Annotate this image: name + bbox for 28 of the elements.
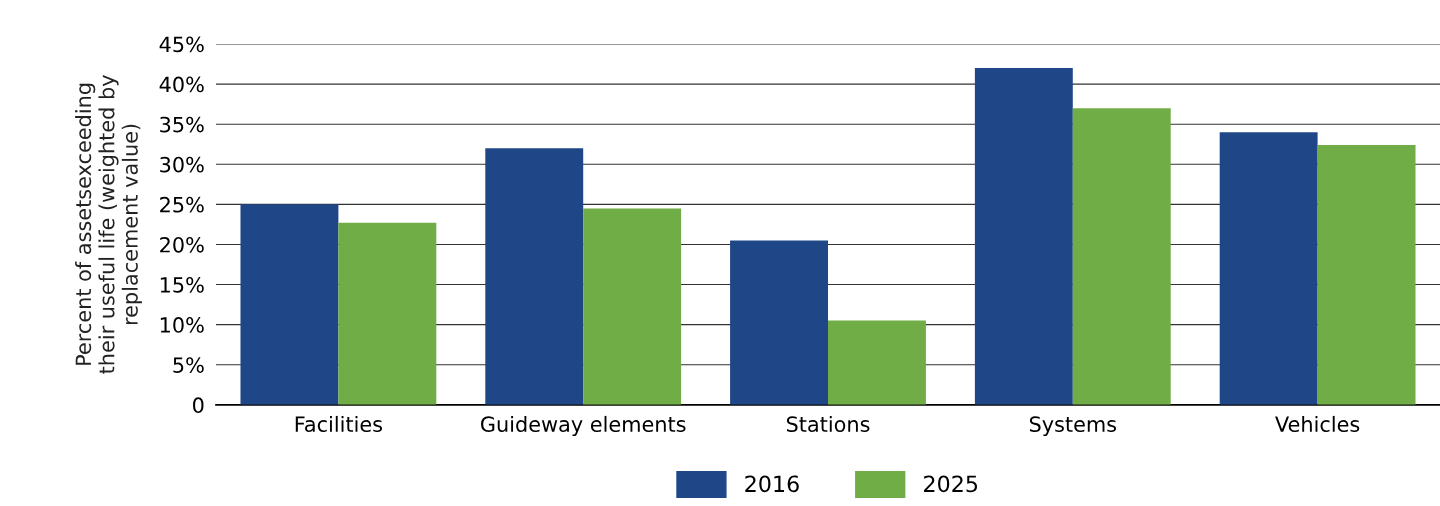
x-tick-label: Guideway elements bbox=[481, 415, 686, 437]
y-tick-label: 45% bbox=[159, 36, 204, 53]
x-tick-label: Facilities bbox=[295, 415, 383, 433]
y-tick-label: 10% bbox=[160, 317, 204, 333]
bar bbox=[1317, 145, 1416, 405]
y-tick-label: 25% bbox=[160, 196, 204, 213]
bar bbox=[1219, 132, 1318, 405]
bar bbox=[730, 240, 828, 405]
bar bbox=[240, 204, 339, 405]
bar bbox=[338, 222, 437, 405]
y-tick-label: 35% bbox=[160, 116, 204, 133]
bar bbox=[828, 320, 926, 405]
y-tick-label: 30% bbox=[160, 156, 204, 173]
y-tick-label: 20% bbox=[160, 236, 204, 253]
y-tick-label: 5% bbox=[173, 357, 204, 373]
x-tick-label: Systems bbox=[1029, 416, 1117, 437]
legend-label: 2025 bbox=[924, 475, 978, 493]
x-tick-label: Vehicles bbox=[1275, 415, 1360, 433]
y-axis-title: Percent of assetsexceeding their useful life (weighted by replacement value) bbox=[75, 75, 142, 374]
bar bbox=[485, 148, 584, 405]
y-tick-label: 15% bbox=[160, 276, 204, 293]
y-tick-label: 0 bbox=[193, 397, 204, 414]
y-tick-label: 40% bbox=[159, 76, 204, 93]
x-tick-label: Stations bbox=[786, 415, 870, 433]
legend-label: 2016 bbox=[745, 475, 799, 493]
bar bbox=[1072, 108, 1171, 405]
bar bbox=[583, 208, 682, 405]
bar bbox=[974, 68, 1073, 405]
